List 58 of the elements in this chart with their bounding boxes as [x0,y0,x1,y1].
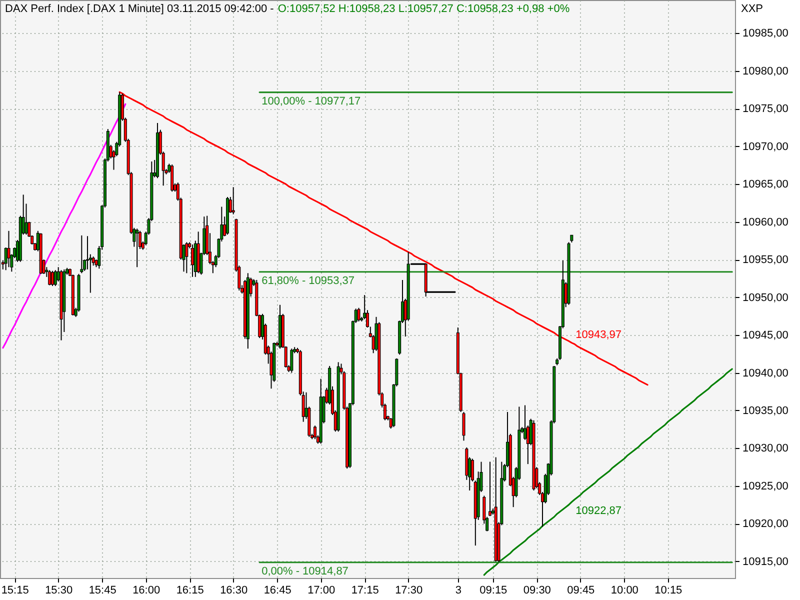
y-tick-label: 10980,00 [742,65,788,78]
y-tick-label: 10960,00 [742,216,788,228]
candlestick [54,270,57,286]
x-tick-label: 16:30 [220,584,248,596]
x-tick-label: 16:15 [176,584,204,596]
x-tick-label: 17:15 [351,584,379,596]
series-label: 61,80% - 10953,37 [262,274,355,287]
y-tick-label: 10915,00 [742,556,788,568]
y-tick-label: 10965,00 [742,178,788,191]
line-series [118,91,648,386]
x-tick-label: 17:30 [395,584,423,596]
x-tick-label: 15:30 [45,584,73,596]
x-tick-label: 3 [455,584,462,596]
series-label: 0,00% - 10914,87 [262,565,348,578]
candlestick [48,270,52,286]
candlestick [462,411,466,442]
y-tick-label: 10955,00 [742,254,788,266]
candlestick [7,230,10,268]
line-series [2,103,126,349]
candlestick [24,203,28,236]
candlestick [136,228,139,268]
candlestick [80,234,84,274]
chart-title: DAX Perf. Index [.DAX 1 Minute] 03.11.2015 09:42:00 - [5,3,274,15]
y-tick-label: 10985,00 [742,28,788,40]
line-series [483,368,733,576]
candlestick [51,270,54,286]
candlestick [314,425,316,440]
x-tick-label: 15:15 [1,584,29,596]
x-tick-label: 16:45 [264,584,292,596]
chart-subtitle: O:10957,52 H:10958,23 L:10957,27 C:10958,23 +0,98 +0% [278,3,570,15]
x-tick-label: 10:00 [610,584,638,596]
data-label: 10922,87 [576,505,622,518]
y-axis-title: XXP [741,3,764,15]
candlestick [357,307,360,322]
candlestick [524,404,526,440]
x-tick-label: 17:00 [308,584,336,596]
x-tick-label: 15:45 [88,584,116,596]
series-label: 100,00% - 10977,17 [262,95,361,108]
y-tick-label: 10945,00 [742,330,788,342]
candlestick [191,244,194,278]
x-tick-label: 16:00 [132,584,160,596]
x-tick-label: 09:30 [523,584,551,596]
y-tick-label: 10975,00 [742,103,788,116]
y-tick-label: 10940,00 [742,367,788,380]
y-tick-label: 10970,00 [742,140,788,153]
y-tick-label: 10935,00 [742,404,788,417]
y-tick-label: 10950,00 [742,292,788,304]
y-tick-label: 10925,00 [742,480,788,492]
x-tick-label: 09:15 [480,584,508,596]
y-tick-label: 10930,00 [742,442,788,455]
candlestick [488,461,492,517]
x-tick-label: 10:15 [654,584,682,596]
x-tick-label: 09:45 [567,584,595,596]
candlestick [290,348,294,374]
candlestick [232,186,235,215]
data-label: 10943,97 [576,328,622,341]
y-tick-label: 10920,00 [742,518,788,530]
candlestick [185,242,188,274]
